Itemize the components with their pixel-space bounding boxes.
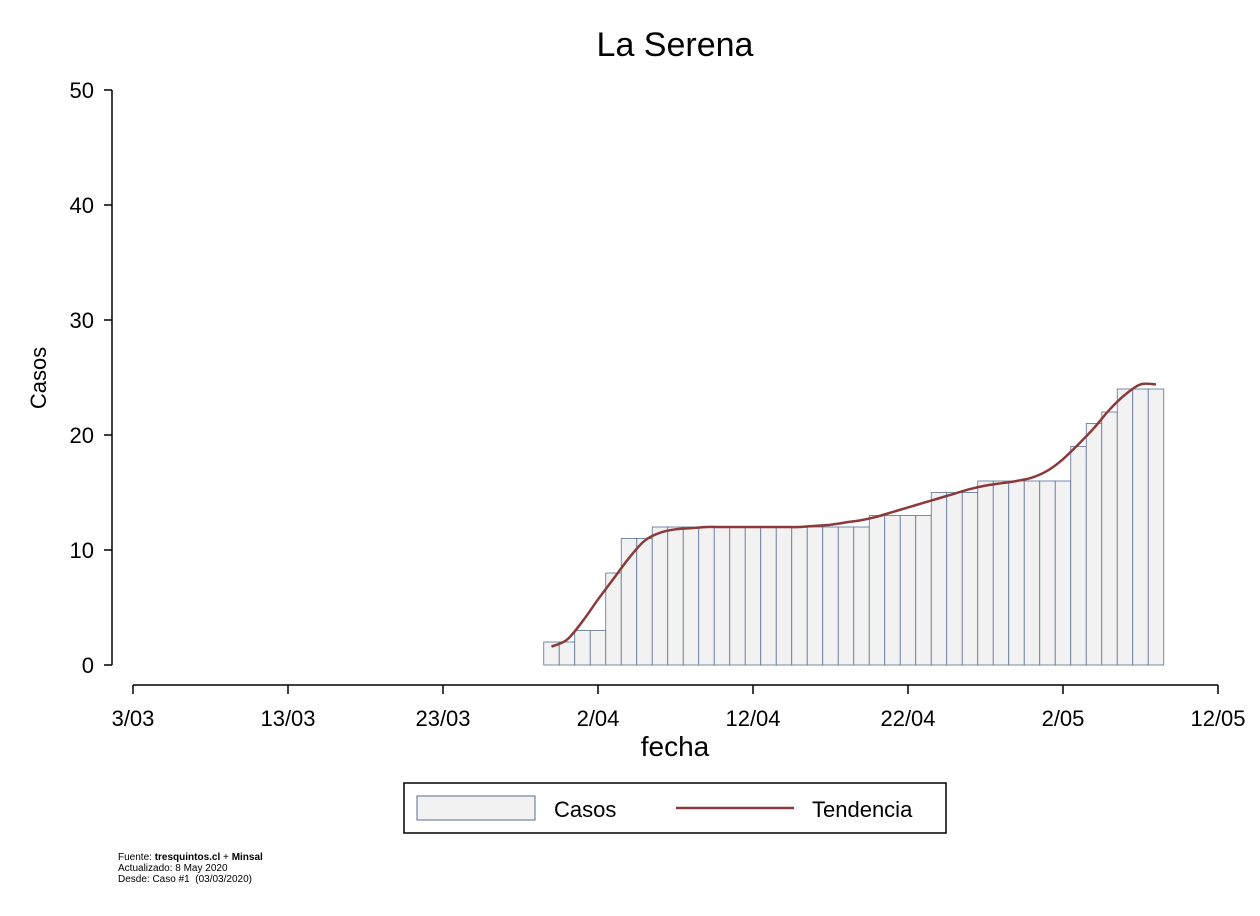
y-axis-label: Casos — [26, 347, 51, 409]
trend-line — [550, 382, 1157, 648]
bar-30 — [1008, 480, 1025, 666]
bar-12 — [729, 526, 746, 666]
bar-39 — [1147, 388, 1165, 666]
bar-32 — [1039, 480, 1056, 666]
bar-35 — [1085, 423, 1103, 666]
bar-24 — [915, 515, 932, 666]
footer-updated: Actualizado: 8 May 2020 — [118, 863, 228, 874]
chart-title: La Serena — [597, 26, 754, 64]
footer-since: Desde: Caso #1 (03/03/2020) — [118, 874, 252, 885]
bar-38 — [1132, 388, 1149, 666]
footer-source-sep: + — [220, 852, 232, 863]
bar-18 — [822, 526, 839, 666]
y-ticks: 0 10 20 30 40 50 — [70, 78, 112, 678]
bar-23 — [899, 515, 917, 666]
bar-34 — [1070, 446, 1087, 666]
legend: Casos Tendencia — [403, 782, 947, 834]
bar-21 — [868, 515, 886, 666]
x-tick-label-0: 3/03 — [112, 706, 155, 731]
bar-17 — [806, 526, 824, 666]
trend-layer — [550, 382, 1157, 648]
bar-15 — [775, 526, 793, 666]
y-tick-label-4: 40 — [70, 193, 94, 218]
bars-layer — [543, 388, 1165, 666]
bar-26 — [946, 492, 963, 666]
x-tick-label-6: 2/05 — [1042, 706, 1085, 731]
footer-source-site: tresquintos.cl — [154, 852, 221, 863]
y-tick-label-3: 30 — [70, 308, 94, 333]
bar-16 — [791, 526, 808, 666]
bar-25 — [930, 492, 948, 666]
bar-11 — [713, 526, 731, 666]
x-tick-label-7: 12/05 — [1190, 706, 1245, 731]
bar-36 — [1101, 411, 1118, 666]
x-ticks: 3/03 13/03 23/03 2/04 12/04 22/04 2/05 12/05 — [112, 685, 1246, 731]
x-tick-label-5: 22/04 — [880, 706, 935, 731]
bar-7 — [651, 526, 669, 666]
x-tick-label-1: 13/03 — [260, 706, 315, 731]
bar-13 — [744, 526, 762, 666]
x-tick-label-3: 2/04 — [577, 706, 620, 731]
bar-28 — [977, 480, 994, 666]
bar-31 — [1023, 480, 1041, 666]
x-tick-label-2: 23/03 — [415, 706, 470, 731]
bar-29 — [992, 480, 1010, 666]
bar-8 — [667, 526, 684, 666]
bar-3 — [589, 630, 607, 666]
footer-source-prefix: Fuente: — [118, 852, 155, 863]
footer-notes: Fuente: tresquintos.cl + Minsal Actualiz… — [118, 852, 263, 885]
bar-19 — [837, 526, 855, 666]
x-tick-label-4: 12/04 — [725, 706, 780, 731]
footer-source: Fuente: tresquintos.cl + Minsal — [118, 852, 263, 863]
y-tick-label-0: 0 — [82, 653, 94, 678]
bar-14 — [760, 526, 777, 666]
legend-label-casos: Casos — [554, 797, 616, 822]
bar-2 — [574, 630, 591, 666]
bar-22 — [884, 515, 901, 666]
legend-label-tendencia: Tendencia — [812, 797, 913, 822]
y-tick-label-5: 50 — [70, 78, 94, 103]
bar-37 — [1116, 388, 1134, 666]
bar-6 — [636, 538, 653, 666]
legend-swatch-casos — [416, 795, 536, 821]
bar-33 — [1054, 480, 1072, 666]
bar-10 — [698, 526, 715, 666]
y-tick-label-1: 10 — [70, 538, 94, 563]
y-tick-label-2: 20 — [70, 423, 94, 448]
bar-1 — [558, 641, 576, 666]
footer-source-org: Minsal — [231, 852, 263, 863]
x-axis-label: fecha — [641, 731, 710, 762]
bar-27 — [961, 492, 979, 666]
bar-20 — [853, 526, 870, 666]
bar-9 — [682, 526, 700, 666]
